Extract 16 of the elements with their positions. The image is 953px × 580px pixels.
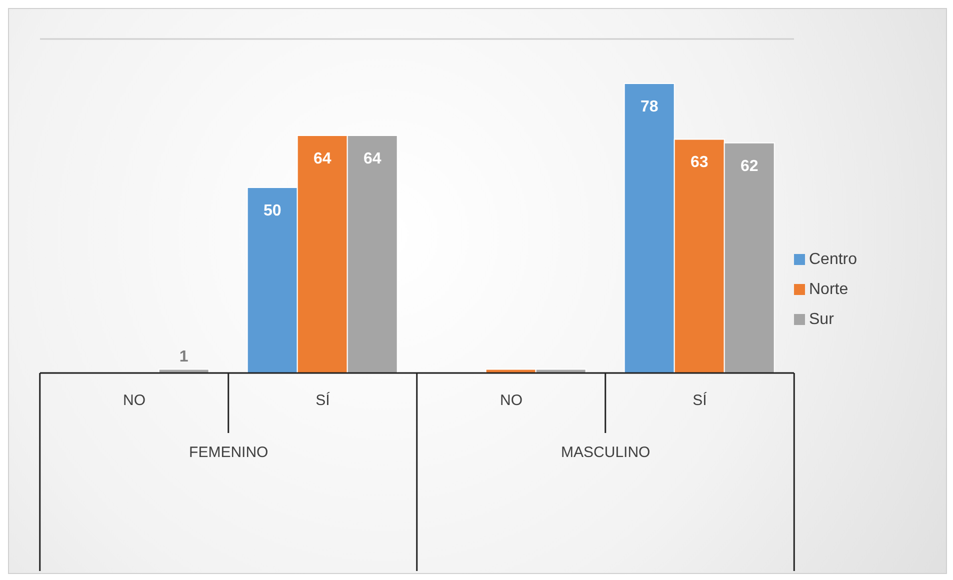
x-tick-label: SÍ: [692, 391, 708, 409]
legend-label: Norte: [809, 281, 848, 298]
x-tick-label: SÍ: [316, 391, 331, 409]
data-label: 63: [690, 154, 708, 172]
legend-label: Sur: [809, 311, 834, 328]
data-label: 64: [363, 150, 382, 168]
data-label: 78: [640, 98, 658, 116]
legend-label: Centro: [809, 251, 858, 268]
x-tick-label: NO: [123, 392, 146, 409]
text: MASCULINO: [561, 444, 650, 461]
data-label: 62: [740, 158, 758, 175]
data-label: 1: [179, 348, 188, 366]
data-label: 64: [313, 150, 332, 168]
x-tick-label: NO: [500, 392, 522, 409]
text: FEMENINO: [189, 444, 268, 461]
data-label: 50: [263, 202, 282, 220]
